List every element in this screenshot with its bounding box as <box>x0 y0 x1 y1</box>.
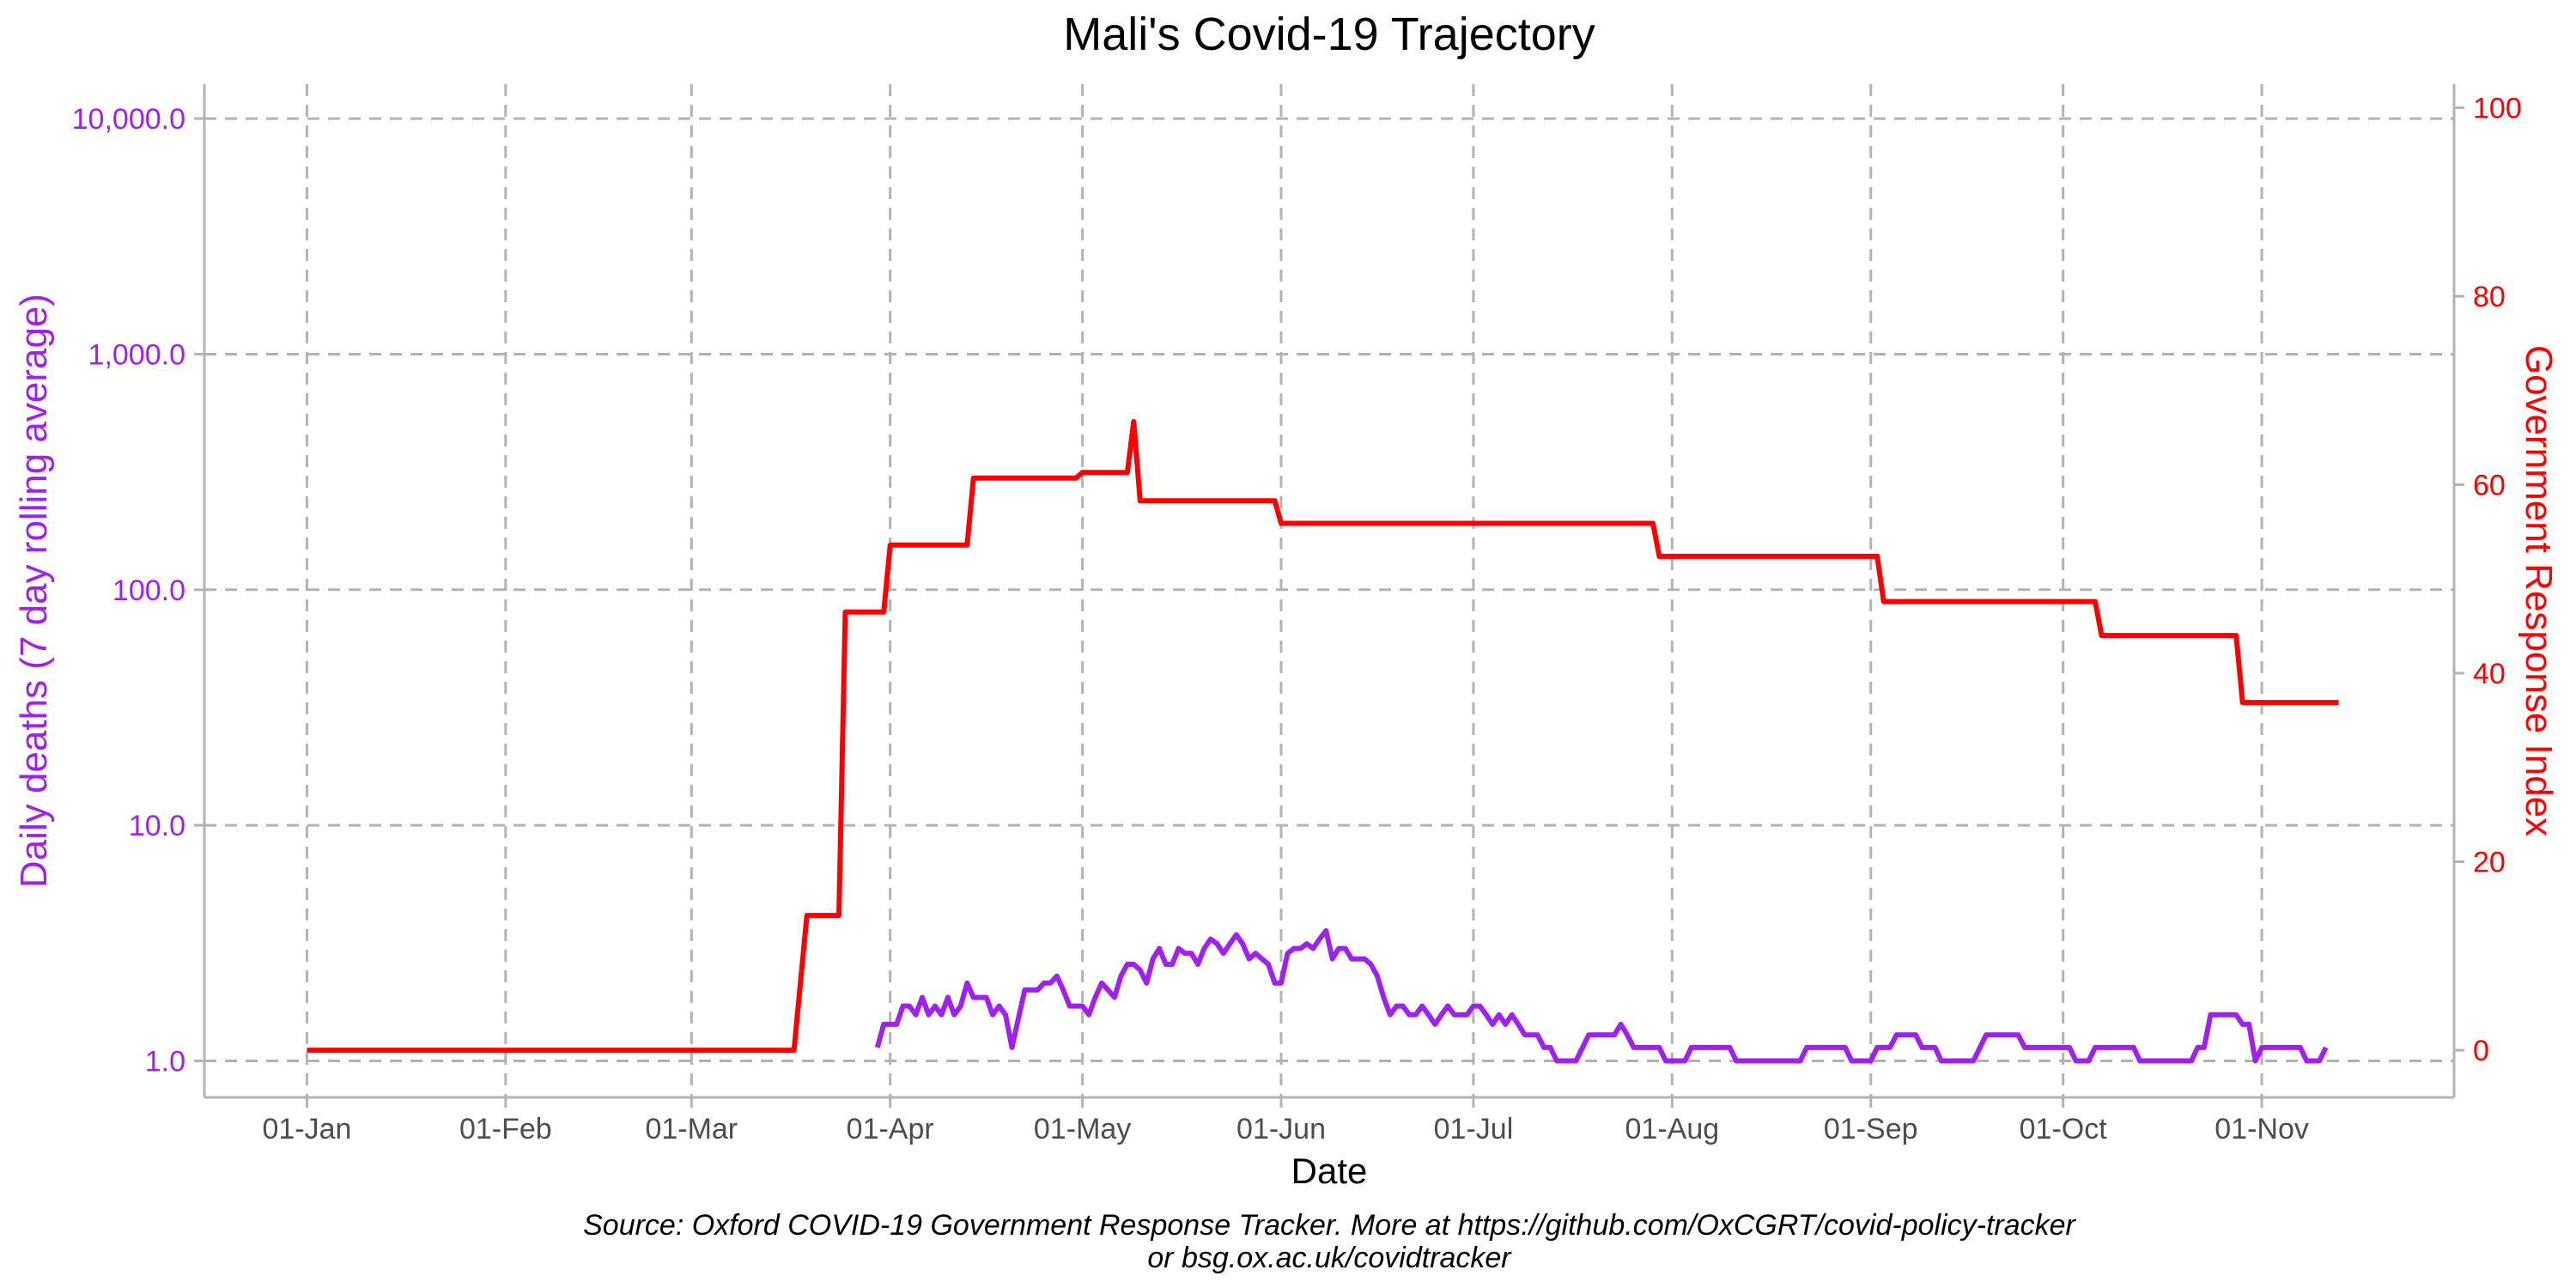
x-tick-label: 01-Jun <box>1236 1113 1326 1145</box>
right-tick-label: 40 <box>2473 658 2506 690</box>
right-tick-label: 0 <box>2473 1035 2489 1067</box>
x-tick-label: 01-Mar <box>645 1113 738 1145</box>
x-tick-label: 01-Feb <box>459 1113 552 1145</box>
right-tick-label: 20 <box>2473 847 2506 879</box>
x-tick-label: 01-Apr <box>847 1113 934 1145</box>
left-tick-label: 1,000.0 <box>88 338 185 371</box>
daily-deaths-line <box>874 927 2329 1064</box>
x-tick-label: 01-Oct <box>2020 1113 2108 1145</box>
left-tick-label: 1.0 <box>145 1046 185 1078</box>
tick-labels: 01-Jan 01-Feb 01-Mar 01-Apr 01-May 01-Jun 01-J… <box>72 92 2522 1145</box>
left-axis-label: Daily deaths (7 day rolling average) <box>13 294 55 888</box>
right-tick-label: 100 <box>2473 92 2522 125</box>
source-caption-line2: or bsg.ox.ac.uk/covidtracker <box>1147 1242 1512 1274</box>
left-tick-label: 10,000.0 <box>72 103 185 136</box>
series-lines <box>307 419 2339 1064</box>
left-tick-label: 100.0 <box>112 574 185 607</box>
right-tick-label: 80 <box>2473 281 2506 313</box>
source-caption-line1: Source: Oxford COVID-19 Government Respo… <box>583 1209 2076 1242</box>
x-tick-label: 01-Aug <box>1625 1113 1720 1145</box>
right-tick-label: 60 <box>2473 470 2506 502</box>
chart-title: Mali's Covid-19 Trajectory <box>1063 9 1595 60</box>
government-response-index-line <box>307 419 2339 1054</box>
x-tick-label: 01-Sep <box>1824 1113 1918 1145</box>
x-axis-label: Date <box>1291 1151 1368 1191</box>
left-tick-label: 10.0 <box>129 810 185 842</box>
x-tick-label: 01-May <box>1034 1113 1131 1145</box>
x-tick-label: 01-Jan <box>262 1113 351 1145</box>
right-axis-label: Government Response Index <box>2518 345 2560 836</box>
x-tick-label: 01-Nov <box>2215 1113 2309 1145</box>
grid <box>204 84 2454 1097</box>
x-tick-label: 01-Jul <box>1434 1113 1514 1145</box>
axes <box>194 84 2464 1108</box>
